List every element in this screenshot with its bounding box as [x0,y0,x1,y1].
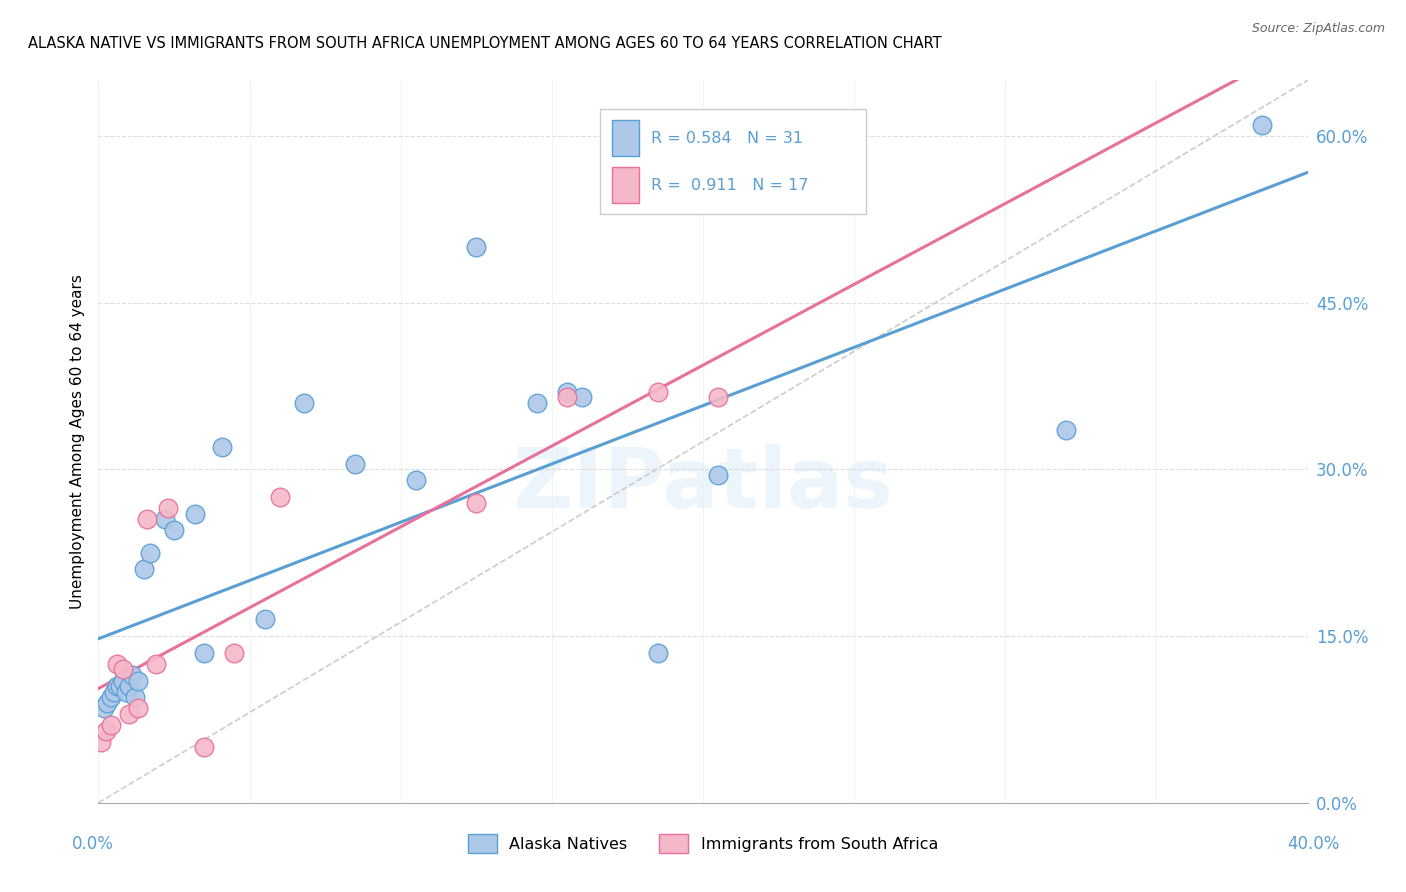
Point [193,646,215,660]
Point [100,690,122,705]
Point [269,490,291,504]
Point [111,662,134,676]
Point [124,690,146,705]
Point [108,679,131,693]
Point [105,679,128,693]
Point [90,734,112,748]
Text: ZIPatlas: ZIPatlas [513,444,893,525]
Text: 40.0%: 40.0% [1288,835,1340,854]
Text: R = 0.584   N = 31: R = 0.584 N = 31 [651,130,803,145]
FancyBboxPatch shape [600,109,866,214]
Point [184,507,207,521]
Point [156,501,179,516]
FancyBboxPatch shape [613,120,638,156]
Point [344,457,367,471]
Point [292,395,315,409]
Text: ALASKA NATIVE VS IMMIGRANTS FROM SOUTH AFRICA UNEMPLOYMENT AMONG AGES 60 TO 64 Y: ALASKA NATIVE VS IMMIGRANTS FROM SOUTH A… [28,36,942,51]
Point [127,673,149,688]
Point [465,240,488,254]
Point [96,696,118,710]
Point [707,467,730,482]
Point [127,701,149,715]
Point [465,496,488,510]
Point [111,673,134,688]
Point [132,562,155,576]
Point [114,684,136,698]
Point [100,718,122,732]
Point [647,646,669,660]
Point [571,390,593,404]
Point [1054,424,1077,438]
Point [93,701,115,715]
Point [555,384,578,399]
Point [145,657,167,671]
Point [153,512,176,526]
Text: Source: ZipAtlas.com: Source: ZipAtlas.com [1251,22,1385,36]
Point [555,390,578,404]
Point [707,390,730,404]
Point [193,740,215,755]
Point [118,706,141,721]
Point [94,723,117,738]
Point [647,384,669,399]
Point [103,684,125,698]
Point [253,612,276,626]
Point [526,395,548,409]
Point [163,524,186,538]
Text: 0.0%: 0.0% [72,835,114,854]
Y-axis label: Unemployment Among Ages 60 to 64 years: Unemployment Among Ages 60 to 64 years [69,274,84,609]
Text: R =  0.911   N = 17: R = 0.911 N = 17 [651,178,808,193]
Point [135,512,157,526]
Point [121,668,143,682]
Point [139,546,162,560]
Point [224,646,246,660]
Point [1251,118,1274,132]
Point [105,657,128,671]
Point [118,679,141,693]
Point [211,440,233,454]
FancyBboxPatch shape [613,167,638,203]
Legend: Alaska Natives, Immigrants from South Africa: Alaska Natives, Immigrants from South Af… [461,828,945,860]
Point [405,474,427,488]
